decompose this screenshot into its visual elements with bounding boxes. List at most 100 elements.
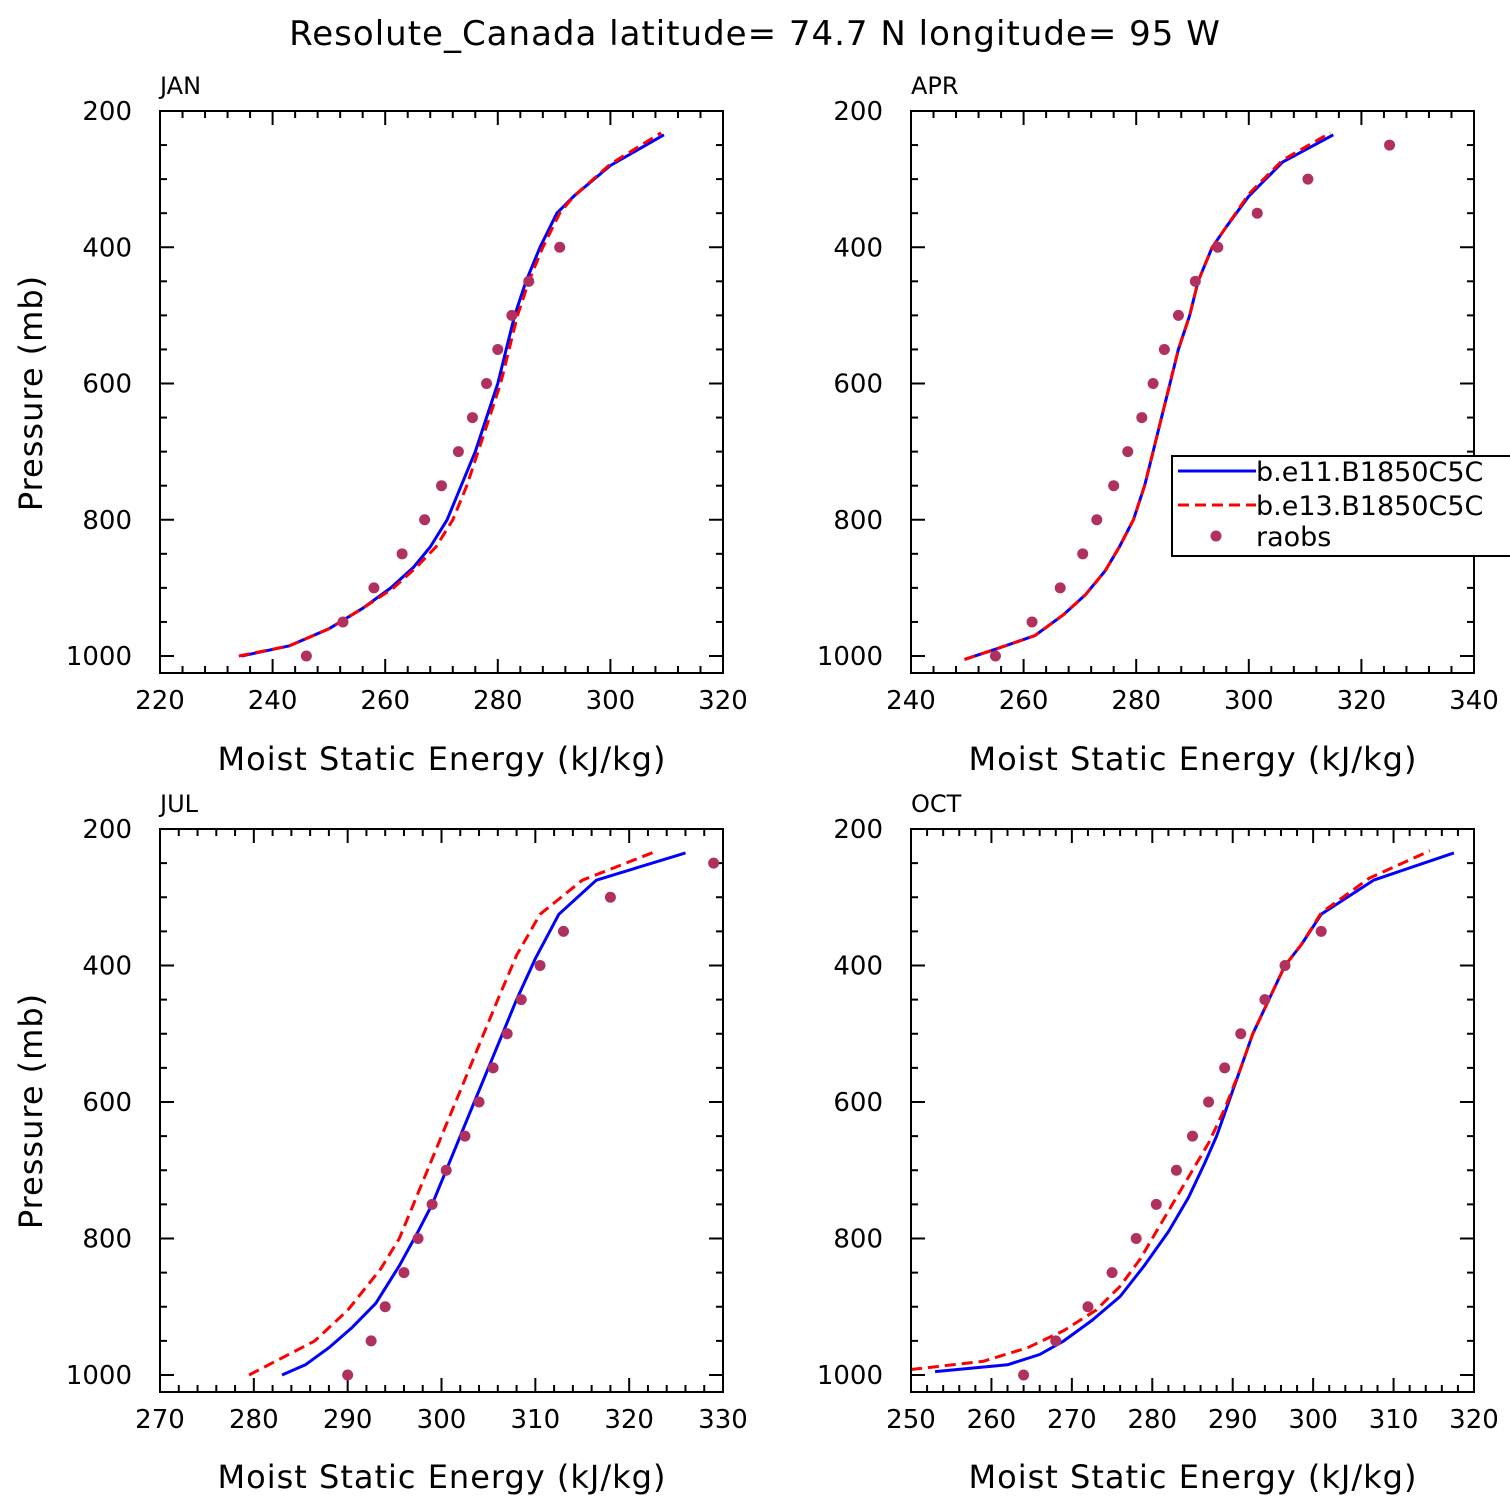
x-tick-label: 290 bbox=[323, 1405, 373, 1435]
series-line-red bbox=[911, 849, 1431, 1371]
raobs-point bbox=[368, 582, 380, 594]
x-axis-label: Moist Static Energy (kJ/kg) bbox=[218, 740, 667, 778]
raobs-point bbox=[440, 1164, 452, 1176]
y-axis-label: Pressure (mb) bbox=[12, 993, 50, 1229]
x-tick-label: 280 bbox=[1127, 1405, 1177, 1435]
series-line-blue bbox=[241, 133, 665, 658]
x-tick-label: 300 bbox=[417, 1405, 467, 1435]
x-tick-label: 280 bbox=[1111, 686, 1161, 716]
raobs-point bbox=[1251, 207, 1263, 219]
raobs-point bbox=[1235, 1028, 1247, 1040]
raobs-point bbox=[396, 548, 408, 560]
raobs-point bbox=[1018, 1369, 1030, 1381]
series-line-red bbox=[248, 849, 658, 1377]
raobs-point bbox=[708, 857, 720, 869]
raobs-point bbox=[1050, 1335, 1062, 1347]
panel-jan: JAN 220 240 260 280 300 320 200 400 600 800 1000 M… bbox=[12, 72, 748, 778]
raobs-point bbox=[466, 412, 478, 424]
x-tick-label: 320 bbox=[1449, 1405, 1499, 1435]
x-tick-label: 320 bbox=[1337, 686, 1387, 716]
x-tick-label: 320 bbox=[604, 1405, 654, 1435]
panel-jul: JUL 270 280 290 300 310 320 330 200 400 600 800 100… bbox=[12, 790, 748, 1496]
plot-frame bbox=[159, 110, 724, 674]
y-tick-label: 400 bbox=[82, 952, 132, 982]
raobs-point bbox=[1077, 548, 1089, 560]
panel-oct: OCT 250 260 270 280 290 300 310 320 200 400 600 800… bbox=[817, 790, 1499, 1496]
raobs-point bbox=[459, 1130, 471, 1142]
raobs-point bbox=[337, 616, 349, 628]
raobs-point bbox=[554, 241, 566, 253]
plot-frame bbox=[159, 828, 724, 1393]
plot-area: 240 260 280 300 320 340 200 400 600 800 1000 bbox=[817, 97, 1499, 716]
series-line-red bbox=[238, 131, 662, 658]
x-tick-label: 270 bbox=[135, 1405, 185, 1435]
raobs-point bbox=[436, 480, 447, 492]
x-tick-label: 310 bbox=[1369, 1405, 1419, 1435]
plot-area: 220 240 260 280 300 320 200 400 600 800 1000 bbox=[66, 97, 748, 716]
raobs-point bbox=[412, 1233, 424, 1244]
x-tick-label: 250 bbox=[886, 1405, 936, 1435]
x-tick-label: 340 bbox=[1449, 686, 1499, 716]
raobs-point bbox=[1170, 1164, 1182, 1176]
raobs-point bbox=[1026, 616, 1038, 628]
x-tick-label: 290 bbox=[1208, 1405, 1258, 1435]
plot-frame bbox=[910, 828, 1475, 1393]
legend: b.e11.B1850C5C b.e13.B1850C5C raobs bbox=[1171, 455, 1510, 557]
raobs-point bbox=[1091, 514, 1103, 526]
raobs-point bbox=[1108, 480, 1120, 492]
series-line-blue bbox=[281, 851, 686, 1377]
y-tick-label: 400 bbox=[82, 233, 132, 263]
raobs-point bbox=[1172, 309, 1184, 321]
series-line-blue bbox=[964, 133, 1335, 661]
y-tick-label: 600 bbox=[82, 370, 132, 400]
raobs-point bbox=[300, 650, 312, 662]
y-tick-label: 200 bbox=[833, 815, 883, 845]
raobs-point bbox=[1054, 582, 1066, 594]
panel-title: OCT bbox=[911, 790, 962, 818]
raobs-point bbox=[1150, 1198, 1162, 1210]
raobs-point bbox=[523, 275, 535, 287]
panel-title: APR bbox=[911, 72, 959, 100]
raobs-point bbox=[604, 891, 616, 903]
raobs-point bbox=[1302, 173, 1314, 185]
x-tick-label: 330 bbox=[698, 1405, 748, 1435]
y-tick-label: 400 bbox=[833, 233, 883, 263]
raobs-point bbox=[1219, 1062, 1231, 1074]
x-tick-label: 270 bbox=[1047, 1405, 1097, 1435]
raobs-point bbox=[557, 925, 569, 937]
raobs-point bbox=[379, 1301, 391, 1313]
panel-title: JUL bbox=[158, 790, 199, 818]
raobs-point bbox=[398, 1267, 410, 1279]
y-tick-label: 1000 bbox=[817, 642, 883, 672]
raobs-point bbox=[501, 1028, 513, 1040]
raobs-point bbox=[365, 1335, 377, 1347]
raobs-point bbox=[1147, 378, 1159, 389]
x-tick-label: 220 bbox=[135, 686, 185, 716]
panel-apr: APR 240 260 280 300 320 340 200 400 600 800 1000 M… bbox=[817, 72, 1499, 778]
y-tick-label: 200 bbox=[833, 97, 883, 127]
y-tick-label: 800 bbox=[833, 1225, 883, 1255]
x-tick-label: 300 bbox=[1224, 686, 1274, 716]
raobs-point bbox=[1158, 343, 1170, 355]
y-tick-label: 200 bbox=[82, 97, 132, 127]
raobs-point bbox=[1384, 139, 1396, 151]
raobs-point bbox=[492, 343, 504, 355]
y-tick-label: 400 bbox=[833, 952, 883, 982]
series-line-blue bbox=[934, 851, 1455, 1374]
raobs-point bbox=[515, 994, 527, 1006]
x-tick-label: 300 bbox=[586, 686, 636, 716]
x-tick-label: 320 bbox=[698, 686, 748, 716]
x-tick-label: 280 bbox=[473, 686, 523, 716]
raobs-point bbox=[1106, 1267, 1118, 1279]
x-tick-label: 240 bbox=[248, 686, 298, 716]
y-tick-label: 800 bbox=[82, 1225, 132, 1255]
x-tick-label: 260 bbox=[360, 686, 410, 716]
raobs-point bbox=[1136, 412, 1148, 424]
legend-dot bbox=[1210, 530, 1222, 542]
y-tick-label: 200 bbox=[82, 815, 132, 845]
raobs-point bbox=[473, 1096, 485, 1108]
legend-label: raobs bbox=[1256, 522, 1331, 553]
x-tick-label: 300 bbox=[1288, 1405, 1338, 1435]
plot-area: 250 260 270 280 290 300 310 320 200 400 600 800 1000 bbox=[817, 815, 1499, 1435]
